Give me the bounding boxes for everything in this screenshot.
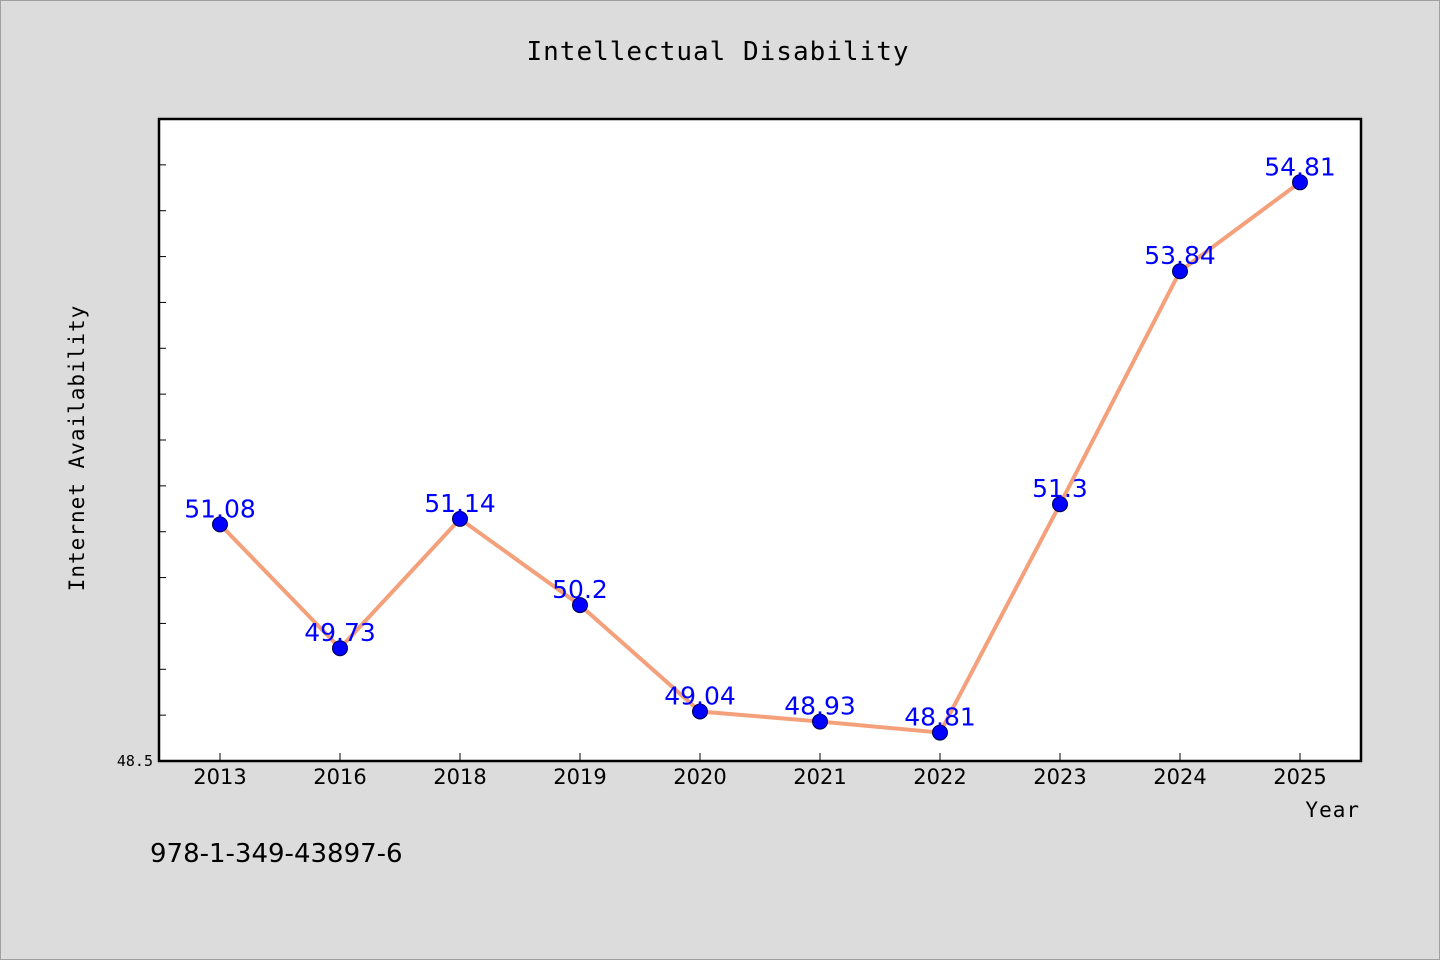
- data-point: [332, 640, 348, 657]
- footnote-isbn: 978-1-349-43897-6: [150, 839, 403, 869]
- data-label-group: 51.08 49.73 51.14 50.2 49.04 48.93 48.81 51.3 53…: [184, 152, 1336, 731]
- data-point: [1052, 496, 1068, 513]
- chart-title: Intellectual Disability: [526, 37, 909, 67]
- x-tick-label: 2020: [673, 765, 726, 789]
- x-tick-label: 2024: [1153, 765, 1206, 789]
- data-point: [812, 713, 828, 730]
- data-point: [1292, 174, 1308, 191]
- plot-area: [157, 117, 1363, 763]
- data-label: 49.04: [664, 681, 736, 710]
- y-min-tick-label: 48.5: [117, 752, 153, 770]
- y-axis-ticks: [159, 164, 166, 716]
- data-point: [572, 597, 588, 614]
- data-point: [212, 516, 228, 533]
- data-label: 53.84: [1144, 241, 1216, 270]
- data-label: 51.14: [424, 489, 496, 518]
- x-tick-label: 2018: [433, 765, 486, 789]
- data-label: 51.3: [1032, 474, 1088, 503]
- data-point: [452, 510, 468, 527]
- data-label: 48.93: [784, 692, 856, 721]
- series-line: [218, 180, 1302, 735]
- data-label: 54.81: [1264, 152, 1336, 181]
- x-axis-label: Year: [1305, 798, 1360, 822]
- x-tick-label: 2023: [1033, 765, 1086, 789]
- x-tick-label: 2022: [913, 765, 966, 789]
- x-tick-label: 2019: [553, 765, 606, 789]
- data-point: [1172, 263, 1188, 280]
- data-point: [692, 703, 708, 720]
- data-label: 50.2: [552, 575, 608, 604]
- data-label: 49.73: [304, 618, 376, 647]
- data-label: 48.81: [904, 703, 976, 732]
- data-label: 51.08: [184, 494, 256, 523]
- data-point: [932, 724, 948, 741]
- x-tick-label: 2025: [1273, 765, 1326, 789]
- y-axis-label: Internet Availability: [65, 305, 89, 592]
- series-line-group: [212, 174, 1308, 741]
- x-tick-label: 2021: [793, 765, 846, 789]
- x-axis-ticks: 2013 2016 2018 2019 2020 2021 2022 2023 2024 2025: [193, 753, 1327, 789]
- x-tick-label: 2016: [313, 765, 366, 789]
- x-tick-label: 2013: [193, 765, 246, 789]
